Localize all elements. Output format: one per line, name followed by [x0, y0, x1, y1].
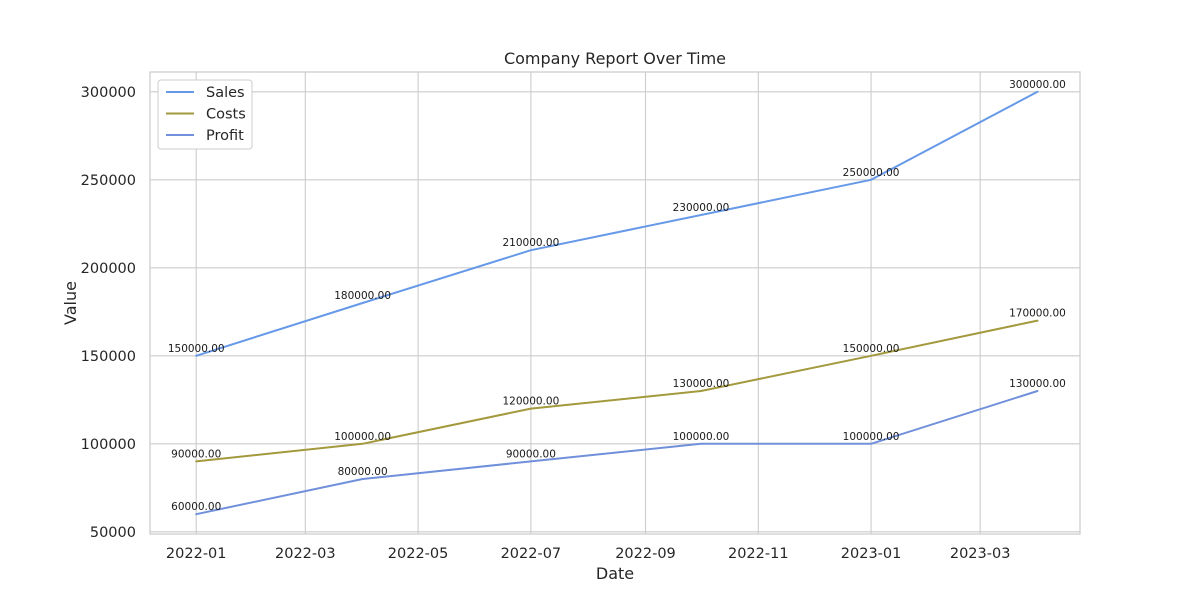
x-tick-label: 2023-03: [950, 546, 1011, 562]
y-tick-label: 100000: [81, 437, 136, 453]
data-label-profit: 90000.00: [506, 448, 556, 460]
x-gridlines: [195, 72, 981, 534]
data-label-sales: 300000.00: [1009, 79, 1066, 91]
series-line-sales: [195, 90, 1039, 357]
x-tick-label: 2022-11: [728, 546, 789, 562]
x-axis-label: Date: [596, 564, 634, 583]
data-label-sales: 250000.00: [843, 167, 900, 179]
data-label-profit: 60000.00: [171, 501, 221, 513]
series-line-profit: [195, 390, 1039, 516]
legend-box: [157, 79, 253, 150]
data-label-costs: 130000.00: [673, 378, 730, 390]
y-tick-label: 300000: [81, 85, 136, 101]
y-gridlines: [150, 91, 1080, 533]
data-label-profit: 130000.00: [1009, 378, 1066, 390]
x-tick-label: 2022-01: [166, 546, 227, 562]
legend-label-profit: Profit: [206, 128, 244, 144]
data-label-profit: 100000.00: [673, 431, 730, 443]
data-label-profit: 80000.00: [338, 466, 388, 478]
data-label-sales: 230000.00: [673, 202, 730, 214]
series-lines: [195, 90, 1039, 516]
data-label-sales: 210000.00: [502, 237, 559, 249]
data-label-profit: 100000.00: [843, 431, 900, 443]
y-tick-label: 50000: [90, 525, 136, 541]
x-tick-label: 2022-07: [501, 546, 562, 562]
legend-label-sales: Sales: [206, 85, 245, 101]
data-label-costs: 100000.00: [334, 431, 391, 443]
data-label-costs: 120000.00: [502, 396, 559, 408]
data-label-costs: 170000.00: [1009, 308, 1066, 320]
plot-area: [149, 71, 1081, 535]
x-tick-labels: 2022-01 2022-03 2022-05 2022-07 2022-09 2022-…: [166, 546, 1011, 562]
x-tick-label: 2022-05: [388, 546, 449, 562]
data-label-sales: 150000.00: [168, 343, 225, 355]
y-tick-label: 150000: [81, 349, 136, 365]
x-tick-label: 2022-09: [615, 546, 676, 562]
series-line-costs: [195, 319, 1039, 463]
legend: Sales Costs Profit: [157, 79, 253, 150]
legend-label-costs: Costs: [206, 107, 246, 123]
y-tick-label: 200000: [81, 261, 136, 277]
data-label-costs: 150000.00: [843, 343, 900, 355]
x-tick-label: 2022-03: [275, 546, 336, 562]
chart-title: Company Report Over Time: [504, 49, 726, 68]
y-axis-label: Value: [61, 281, 80, 325]
x-tick-label: 2023-01: [841, 546, 902, 562]
data-label-sales: 180000.00: [334, 290, 391, 302]
data-labels: 150000.00 180000.00 210000.00 230000.00 2500…: [168, 79, 1066, 513]
y-tick-labels: 50000 100000 150000 200000 250000 300000: [81, 85, 136, 541]
data-label-costs: 90000.00: [171, 448, 221, 460]
y-tick-label: 250000: [81, 173, 136, 189]
